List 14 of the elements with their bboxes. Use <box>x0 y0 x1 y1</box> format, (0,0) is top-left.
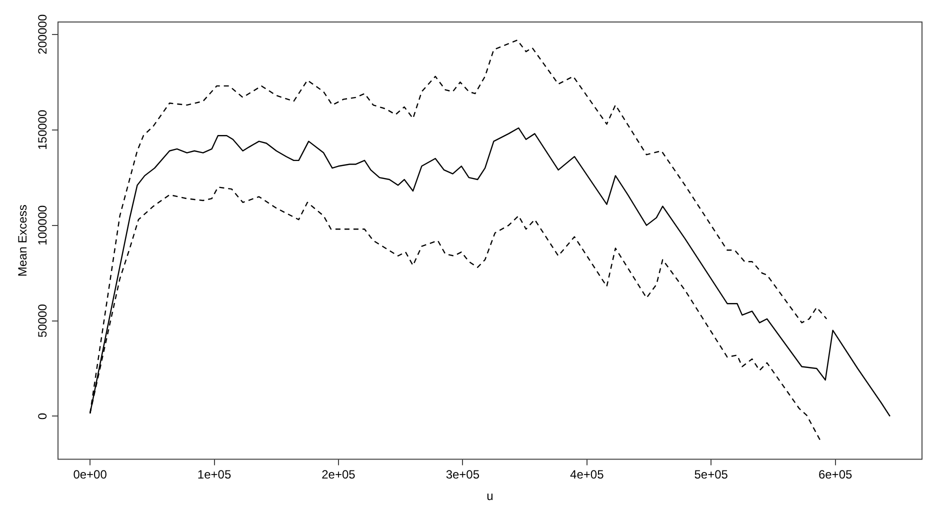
y-tick-label: 0 <box>35 412 50 420</box>
x-tick-label: 0e+00 <box>73 468 108 482</box>
x-tick-label: 6e+05 <box>818 468 852 482</box>
y-tick-label: 100000 <box>35 204 50 246</box>
x-tick-label: 1e+05 <box>197 468 232 482</box>
y-tick-label: 200000 <box>35 14 50 54</box>
x-tick-label: 5e+05 <box>694 468 728 482</box>
y-axis-title: Mean Excess <box>16 204 30 277</box>
y-tick-label: 50000 <box>35 304 50 338</box>
x-tick-label: 4e+05 <box>570 468 604 482</box>
y-tick-label: 150000 <box>35 110 50 150</box>
x-tick-label: 2e+05 <box>322 468 356 482</box>
x-tick-label: 3e+05 <box>446 468 480 482</box>
x-axis-title: u <box>486 489 494 504</box>
